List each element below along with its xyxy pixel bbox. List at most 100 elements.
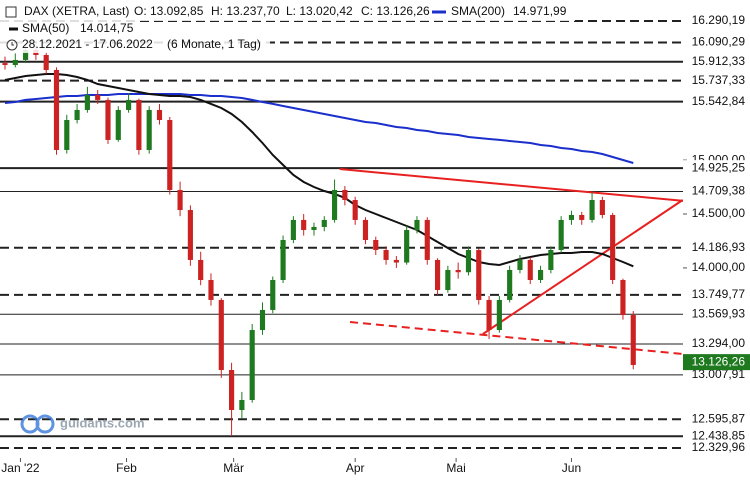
candle-body (136, 99, 142, 150)
trend-line (482, 199, 684, 335)
instrument: DAX (XETRA, Last) (24, 4, 129, 18)
header-bg (0, 3, 575, 21)
x-tick-label: Jun (562, 461, 581, 475)
level-label: 15.912,33 (692, 54, 746, 68)
candle-body (270, 279, 276, 310)
candle-body (599, 199, 605, 215)
candle-body (198, 259, 204, 280)
level-label-bg (683, 306, 750, 323)
level-label: 14.709,38 (692, 184, 746, 198)
level-label-bg (683, 286, 750, 303)
candle-body (23, 50, 29, 60)
level-label: 12.438,85 (692, 428, 746, 442)
candle-body (630, 315, 636, 365)
legend-value: 14.014,75 (80, 21, 134, 35)
x-tick-label: Feb (116, 461, 137, 475)
candle-body (115, 109, 121, 140)
x-tick-label: Jan '22 (1, 461, 40, 475)
level-label-bg (683, 13, 750, 30)
level-label: 16.290,19 (692, 13, 746, 27)
level-label: 12.329,96 (692, 440, 746, 454)
level-label-bg (683, 336, 750, 353)
candle-body (373, 239, 379, 251)
candle-body (126, 99, 132, 110)
candle-body (393, 259, 399, 263)
candle-body (548, 250, 554, 270)
candle-body (290, 219, 296, 240)
candle-body (64, 119, 70, 150)
sma-line (4, 73, 634, 268)
instrument-icon (5, 6, 17, 18)
candle-body (12, 59, 18, 66)
candle-body (496, 299, 502, 331)
candle-body (568, 214, 575, 220)
candle-body (105, 99, 111, 140)
level-label-bg (683, 411, 750, 428)
level-label-bg (683, 160, 750, 177)
candle-body (507, 269, 513, 300)
candle-body (589, 199, 595, 220)
candle-body (414, 219, 420, 230)
date-range: 28.12.2021 - 17.06.2022 (22, 37, 153, 51)
legend-value: 14.971,99 (513, 4, 567, 18)
candle-body (74, 109, 80, 120)
level-label-bg (683, 53, 750, 70)
ohlc-open: O: 13.092,85 (134, 4, 204, 18)
level-label: 15.542,84 (692, 94, 746, 108)
candle-body (311, 226, 317, 230)
candle-body (424, 219, 430, 260)
candle-body (95, 94, 101, 100)
candle-body (167, 119, 173, 190)
candle-body (229, 370, 235, 411)
last-price-label: 13.126,26 (692, 354, 746, 368)
level-label: 16.090,29 (692, 35, 746, 49)
candle-body (2, 63, 8, 66)
candle-body (146, 109, 152, 150)
level-label-bg (683, 72, 750, 89)
last-price-bg (683, 354, 750, 371)
candle-body (486, 299, 492, 331)
candle-body (465, 250, 472, 273)
level-label: 13.749,77 (692, 287, 746, 301)
legend-name: SMA(50) (22, 21, 69, 35)
level-label-bg (683, 93, 750, 110)
candle-body (259, 309, 266, 331)
x-tick-label: Mai (446, 461, 465, 475)
level-label: 12.595,87 (692, 411, 746, 425)
candle-body (445, 269, 451, 291)
candle-body (404, 229, 410, 263)
clock-icon (11, 42, 14, 46)
sma-line (4, 93, 634, 164)
candle-body (342, 189, 348, 200)
candle-body (43, 54, 49, 70)
level-label-bg (683, 366, 750, 383)
candle-body (383, 250, 389, 260)
clock-icon (6, 39, 18, 51)
header-bg (0, 21, 140, 37)
level-label: 14.186,93 (692, 240, 746, 254)
level-label: 13.007,91 (692, 367, 746, 381)
candle-body (476, 250, 482, 300)
candle-body (208, 279, 214, 300)
candle-body (218, 299, 224, 371)
candle-body (352, 199, 358, 220)
candle-body (280, 239, 286, 280)
candle-body (249, 330, 255, 400)
candle-body (579, 214, 585, 220)
level-label-bg (683, 34, 750, 51)
level-label-bg (683, 239, 750, 256)
level-label-bg (683, 183, 750, 200)
y-tick-label: 14.000,00 (692, 260, 746, 274)
ohlc-close: C: 13.126,26 (361, 4, 430, 18)
logo (35, 414, 55, 434)
candle-body (177, 189, 183, 211)
candle-body (301, 219, 307, 230)
level-label: 15.737,33 (692, 73, 746, 87)
chart-header: DAX (XETRA, Last) O: 13.092,85 H: 13.237… (0, 3, 575, 53)
candle-body (527, 259, 533, 280)
candle-body (239, 399, 245, 411)
candle-body (156, 109, 163, 120)
candle-body (455, 269, 461, 273)
header-bg (0, 37, 270, 53)
